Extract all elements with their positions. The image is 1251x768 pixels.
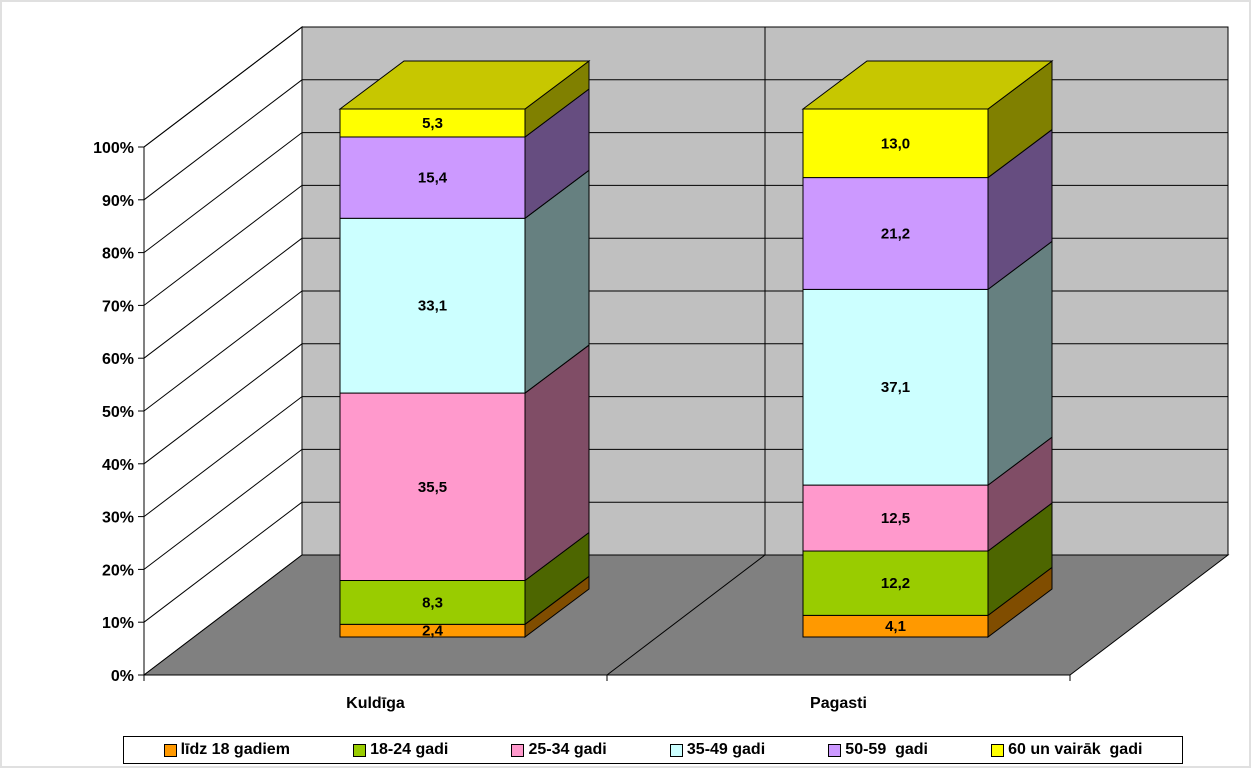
legend-item: 25-34 gadi <box>511 741 607 759</box>
legend-item: 60 un vairāk gadi <box>991 741 1142 759</box>
category-label: Pagasti <box>810 695 867 712</box>
side-gridline <box>143 132 303 253</box>
legend-swatch <box>353 743 367 757</box>
y-tick-label: 90% <box>102 193 134 210</box>
legend-item: 18-24 gadi <box>353 741 448 759</box>
bar-segment <box>802 288 989 486</box>
y-tick-label: 30% <box>102 510 134 527</box>
category-label: Kuldīga <box>346 695 405 712</box>
y-tick-label: 40% <box>102 457 134 474</box>
side-gridline <box>143 79 303 201</box>
bar-segment <box>802 550 989 616</box>
floor-divider <box>606 554 766 676</box>
legend-swatch <box>828 743 842 757</box>
data-label: 12,5 <box>881 510 910 527</box>
legend-label: 25-34 gadi <box>528 741 607 758</box>
bar-top-face <box>338 60 591 110</box>
data-label: 12,2 <box>881 575 910 592</box>
bar-segment <box>802 484 989 552</box>
legend-swatch <box>163 743 177 757</box>
data-label: 37,1 <box>881 379 910 396</box>
y-tick-label: 60% <box>102 351 134 368</box>
side-gridline <box>143 26 303 148</box>
side-gridline <box>143 396 303 517</box>
data-label: 2,4 <box>422 623 444 640</box>
side-gridline <box>143 290 303 412</box>
data-label: 35,5 <box>418 479 447 496</box>
bar-segment <box>802 177 989 290</box>
y-tick-label: 70% <box>102 298 134 315</box>
side-gridline <box>143 501 303 623</box>
legend-swatch <box>991 743 1005 757</box>
side-gridline <box>143 449 303 570</box>
legend-label: 60 un vairāk gadi <box>1008 741 1143 758</box>
bar-top-face <box>801 60 1054 110</box>
y-tick-label: 0% <box>111 668 134 685</box>
legend-label: 50-59 gadi <box>845 741 928 758</box>
bar-segment <box>339 136 526 219</box>
bar-segment <box>339 217 526 394</box>
chart-plot: 0% 10% 20% 30% 40% 50% 60% 70% 80% 90% 100% 2,4 8,3 3… <box>93 25 1230 712</box>
legend-label: līdz 18 gadiem <box>180 741 290 758</box>
data-label: 4,1 <box>885 618 906 635</box>
data-label: 15,4 <box>418 170 448 187</box>
legend-item: 35-49 gadi <box>669 741 766 759</box>
side-gridline <box>143 185 303 306</box>
data-label: 21,2 <box>881 225 910 242</box>
y-tick-label: 20% <box>102 562 134 579</box>
data-label: 33,1 <box>418 298 447 315</box>
side-gridline <box>143 343 303 465</box>
legend-swatch <box>669 743 683 757</box>
y-tick-label: 10% <box>102 615 134 632</box>
data-label: 8,3 <box>422 594 443 611</box>
data-label: 13,0 <box>881 135 910 152</box>
y-tick-label: 80% <box>102 246 134 263</box>
legend-label: 18-24 gadi <box>370 741 449 758</box>
bar-segment <box>802 108 989 179</box>
legend-item: 50-59 gadi <box>828 741 928 759</box>
bar-segment <box>339 580 526 625</box>
legend-swatch <box>511 743 525 757</box>
side-gridline <box>143 237 303 359</box>
data-label: 5,3 <box>422 115 443 132</box>
y-tick-label: 100% <box>93 140 134 157</box>
legend-item: līdz 18 gadiem <box>163 741 290 759</box>
y-tick-label: 50% <box>102 404 134 421</box>
bar-segment <box>339 392 526 582</box>
chart-legend: līdz 18 gadiem 18-24 gadi 25-34 gadi 35-49 … <box>123 736 1183 764</box>
legend-label: 35-49 gadi <box>686 741 766 758</box>
